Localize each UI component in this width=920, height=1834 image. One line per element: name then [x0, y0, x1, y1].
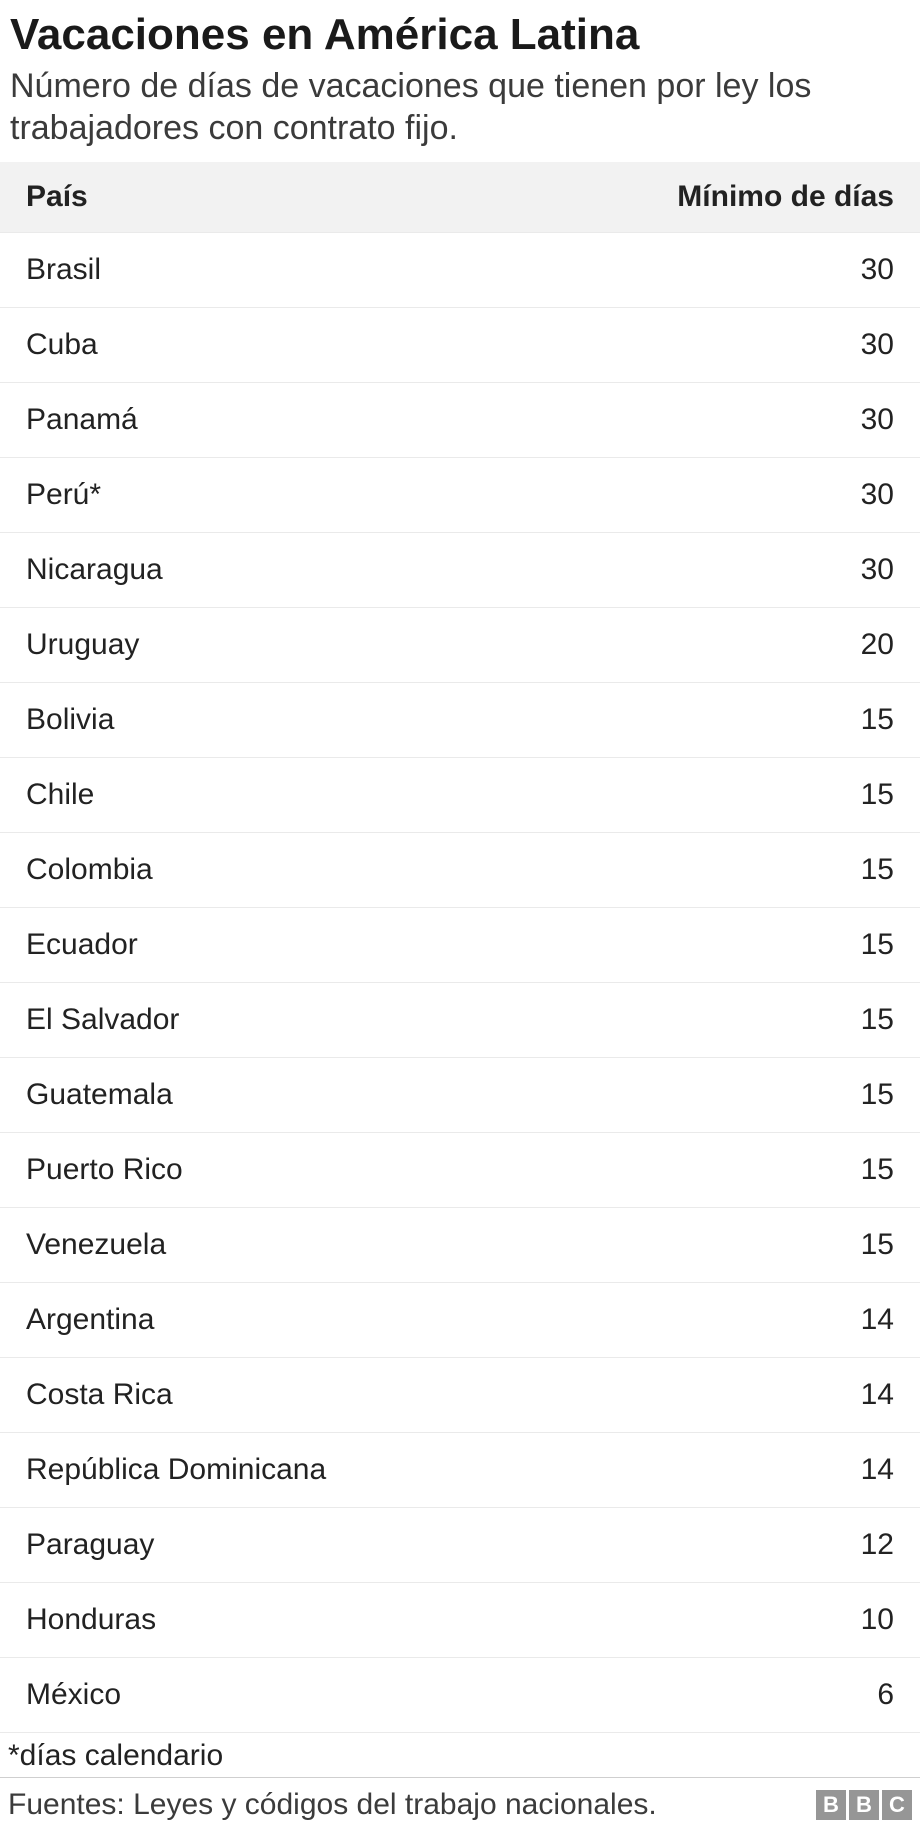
table-row: Ecuador15	[0, 907, 920, 982]
cell-country: Colombia	[0, 832, 522, 907]
table-row: Panamá30	[0, 382, 920, 457]
table-row: Guatemala15	[0, 1057, 920, 1132]
table-row: Paraguay12	[0, 1507, 920, 1582]
table-row: Perú*30	[0, 457, 920, 532]
cell-country: Costa Rica	[0, 1357, 522, 1432]
table-row: República Dominicana14	[0, 1432, 920, 1507]
table-header-row: País Mínimo de días	[0, 162, 920, 233]
cell-country: El Salvador	[0, 982, 522, 1057]
cell-country: Perú*	[0, 457, 522, 532]
table-row: Puerto Rico15	[0, 1132, 920, 1207]
cell-days: 30	[522, 532, 920, 607]
page-subtitle: Número de días de vacaciones que tienen …	[0, 65, 920, 162]
table-body: Brasil30Cuba30Panamá30Perú*30Nicaragua30…	[0, 232, 920, 1732]
cell-days: 15	[522, 682, 920, 757]
table-row: Colombia15	[0, 832, 920, 907]
table-row: México6	[0, 1657, 920, 1732]
table-row: El Salvador15	[0, 982, 920, 1057]
cell-country: Chile	[0, 757, 522, 832]
cell-days: 30	[522, 457, 920, 532]
table-row: Argentina14	[0, 1282, 920, 1357]
source-text: Fuentes: Leyes y códigos del trabajo nac…	[8, 1788, 657, 1822]
cell-country: Nicaragua	[0, 532, 522, 607]
cell-days: 30	[522, 232, 920, 307]
cell-days: 15	[522, 832, 920, 907]
vacation-table: País Mínimo de días Brasil30Cuba30Panamá…	[0, 162, 920, 1733]
cell-days: 20	[522, 607, 920, 682]
bbc-logo: B B C	[816, 1790, 912, 1820]
cell-country: México	[0, 1657, 522, 1732]
table-row: Venezuela15	[0, 1207, 920, 1282]
table-row: Costa Rica14	[0, 1357, 920, 1432]
cell-country: Brasil	[0, 232, 522, 307]
col-header-days: Mínimo de días	[522, 162, 920, 233]
cell-country: Argentina	[0, 1282, 522, 1357]
cell-country: Ecuador	[0, 907, 522, 982]
table-row: Honduras10	[0, 1582, 920, 1657]
table-row: Bolivia15	[0, 682, 920, 757]
infographic-container: Vacaciones en América Latina Número de d…	[0, 0, 920, 1834]
cell-days: 30	[522, 382, 920, 457]
cell-days: 14	[522, 1282, 920, 1357]
cell-days: 15	[522, 982, 920, 1057]
cell-days: 10	[522, 1582, 920, 1657]
cell-country: Paraguay	[0, 1507, 522, 1582]
cell-days: 15	[522, 907, 920, 982]
cell-country: Honduras	[0, 1582, 522, 1657]
page-title: Vacaciones en América Latina	[0, 0, 920, 65]
cell-country: Uruguay	[0, 607, 522, 682]
cell-country: Venezuela	[0, 1207, 522, 1282]
table-row: Chile15	[0, 757, 920, 832]
cell-country: Panamá	[0, 382, 522, 457]
bbc-logo-block: B	[849, 1790, 879, 1820]
cell-country: República Dominicana	[0, 1432, 522, 1507]
cell-country: Cuba	[0, 307, 522, 382]
cell-days: 15	[522, 1132, 920, 1207]
col-header-country: País	[0, 162, 522, 233]
cell-country: Puerto Rico	[0, 1132, 522, 1207]
table-row: Brasil30	[0, 232, 920, 307]
cell-country: Guatemala	[0, 1057, 522, 1132]
cell-days: 14	[522, 1357, 920, 1432]
cell-country: Bolivia	[0, 682, 522, 757]
cell-days: 15	[522, 1057, 920, 1132]
table-row: Nicaragua30	[0, 532, 920, 607]
source-row: Fuentes: Leyes y códigos del trabajo nac…	[0, 1778, 920, 1834]
footnote: *días calendario	[0, 1733, 920, 1778]
cell-days: 15	[522, 757, 920, 832]
table-row: Uruguay20	[0, 607, 920, 682]
table-row: Cuba30	[0, 307, 920, 382]
bbc-logo-block: B	[816, 1790, 846, 1820]
cell-days: 30	[522, 307, 920, 382]
cell-days: 14	[522, 1432, 920, 1507]
cell-days: 15	[522, 1207, 920, 1282]
bbc-logo-block: C	[882, 1790, 912, 1820]
cell-days: 12	[522, 1507, 920, 1582]
cell-days: 6	[522, 1657, 920, 1732]
